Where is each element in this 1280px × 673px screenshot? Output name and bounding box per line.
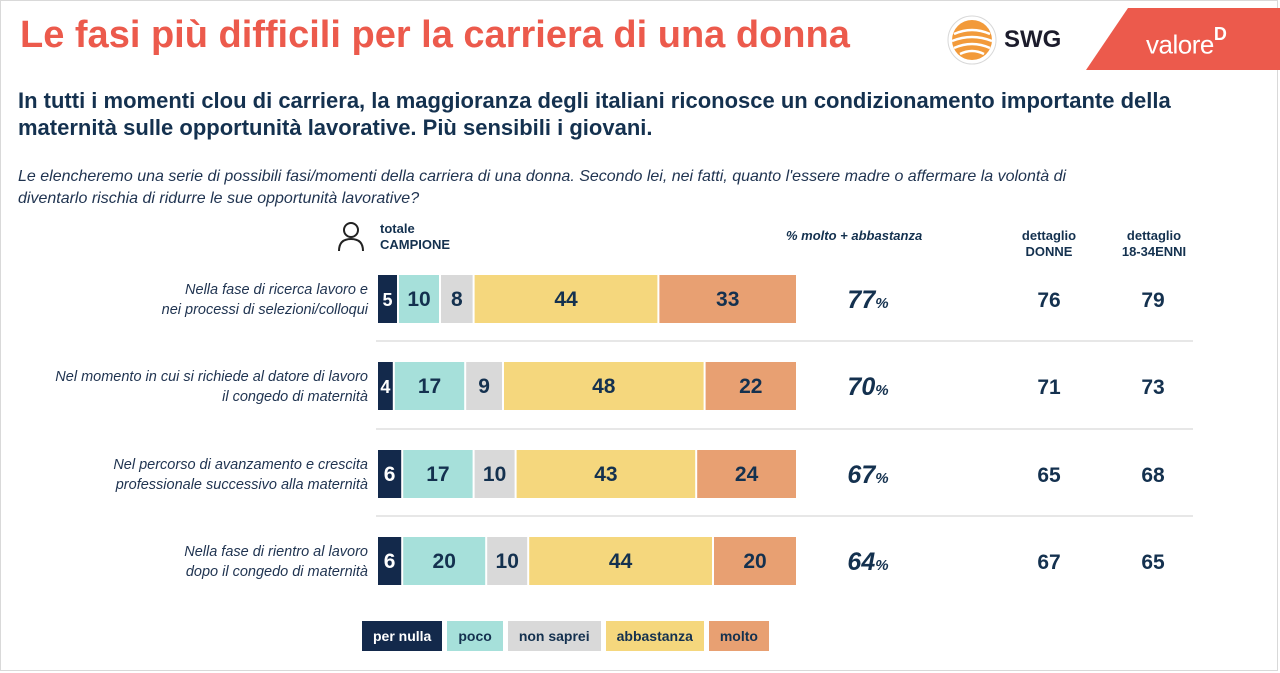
header-dettaglio-donne: dettaglio DONNE xyxy=(1000,228,1098,260)
data-label: 6 xyxy=(384,463,396,486)
giovani-value: 73 xyxy=(1141,376,1164,399)
bar-segment-abbastanza xyxy=(516,450,696,498)
data-label: 10 xyxy=(407,288,430,311)
chart-legend: per nulla poco non saprei abbastanza molto xyxy=(362,621,769,651)
header-donne-line1: dettaglio xyxy=(1021,228,1077,243)
header-totale-line1: totale xyxy=(380,221,415,236)
header-donne-line2: DONNE xyxy=(1025,244,1073,259)
giovani-value: 65 xyxy=(1141,551,1165,574)
pct-molto-abbastanza: 77% xyxy=(847,286,888,314)
header-dettaglio-giovani: dettaglio 18-34ENNI xyxy=(1106,228,1202,260)
bar-segment-non-saprei xyxy=(441,275,473,323)
data-label: 48 xyxy=(592,375,616,398)
data-label: 33 xyxy=(716,288,739,311)
valored-logo-sup: D xyxy=(1213,24,1227,44)
legend-item-molto: molto xyxy=(708,621,769,651)
bar-segment-abbastanza xyxy=(474,275,658,323)
swg-globe-icon xyxy=(947,15,997,65)
data-label: 44 xyxy=(609,550,633,573)
swg-logo-text: SWG xyxy=(1004,26,1062,53)
bar-segment-per-nulla xyxy=(378,450,402,498)
subtitle: In tutti i momenti clou di carriera, la … xyxy=(18,88,1171,140)
data-label: 20 xyxy=(433,550,456,573)
data-label: 24 xyxy=(735,463,759,486)
data-label: 22 xyxy=(739,375,762,398)
data-label: 44 xyxy=(554,288,578,311)
page-title: Le fasi più difficili per la carriera di… xyxy=(20,14,850,56)
row-label: professionale successivo alla maternità xyxy=(115,477,368,493)
giovani-value: 68 xyxy=(1141,464,1165,487)
valored-logo-badge xyxy=(1086,8,1280,70)
bar-segment-per-nulla xyxy=(378,537,402,585)
bar-segment-per-nulla xyxy=(378,275,397,323)
row-label: il congedo di maternità xyxy=(222,389,368,405)
survey-question: Le elencheremo una serie di possibili fa… xyxy=(18,168,1067,207)
bar-segment-per-nulla xyxy=(378,362,393,410)
giovani-value: 79 xyxy=(1141,289,1164,312)
bar-segment-non-saprei xyxy=(487,537,528,585)
valored-logo: valoreD xyxy=(1146,24,1227,61)
row-label: dopo il congedo di maternità xyxy=(186,564,368,580)
data-label: 20 xyxy=(743,550,766,573)
data-label: 4 xyxy=(380,377,390,397)
data-label: 17 xyxy=(426,463,449,486)
legend-item-per-nulla: per nulla xyxy=(362,621,443,651)
stacked-bar-chart: Nella fase di ricerca lavoro e nei proces… xyxy=(55,275,1193,585)
header-giovani-line2: 18-34ENNI xyxy=(1121,244,1187,259)
row-label: nei processi di selezioni/colloqui xyxy=(162,302,369,318)
data-label: 8 xyxy=(451,288,463,311)
bar-segment-molto xyxy=(697,450,796,498)
pct-molto-abbastanza: 70% xyxy=(847,373,888,401)
person-icon xyxy=(338,222,364,252)
bar-segment-abbastanza xyxy=(529,537,712,585)
legend-item-poco: poco xyxy=(447,621,503,651)
row-label: Nella fase di rientro al lavoro xyxy=(184,544,368,560)
row-label: Nel percorso di avanzamento e crescita xyxy=(113,457,368,473)
bar-segment-molto xyxy=(705,362,796,410)
bar-segment-poco xyxy=(403,450,473,498)
row-label: Nella fase di ricerca lavoro e xyxy=(185,282,368,298)
header-totale-campione: totale CAMPIONE xyxy=(380,221,450,253)
header-pct-molto-abbastanza: % molto + abbastanza xyxy=(786,228,923,243)
bar-segment-non-saprei xyxy=(474,450,515,498)
valored-logo-text: valore xyxy=(1146,29,1214,60)
donne-value: 65 xyxy=(1037,464,1061,487)
data-label: 10 xyxy=(483,463,506,486)
donne-value: 67 xyxy=(1037,551,1060,574)
bar-segment-non-saprei xyxy=(466,362,502,410)
pct-molto-abbastanza: 67% xyxy=(847,461,888,489)
donne-value: 76 xyxy=(1037,289,1060,312)
data-label: 43 xyxy=(594,463,617,486)
data-label: 5 xyxy=(382,290,392,310)
swg-logo: SWG xyxy=(946,14,1061,66)
bar-segment-poco xyxy=(403,537,486,585)
data-label: 10 xyxy=(496,550,519,573)
data-label: 17 xyxy=(418,375,441,398)
legend-item-abbastanza: abbastanza xyxy=(605,621,704,651)
data-label: 6 xyxy=(384,550,396,573)
donne-value: 71 xyxy=(1037,376,1061,399)
data-label: 9 xyxy=(478,375,490,398)
header-giovani-line1: dettaglio xyxy=(1126,228,1182,243)
row-label: Nel momento in cui si richiede al datore… xyxy=(55,369,368,385)
pct-molto-abbastanza: 64% xyxy=(847,548,888,576)
bar-segment-molto xyxy=(659,275,796,323)
bar-segment-abbastanza xyxy=(504,362,704,410)
header-totale-line2: CAMPIONE xyxy=(380,237,451,252)
bar-segment-poco xyxy=(394,362,465,410)
bar-segment-molto xyxy=(714,537,796,585)
bar-segment-poco xyxy=(399,275,439,323)
legend-item-non-saprei: non saprei xyxy=(507,621,601,651)
